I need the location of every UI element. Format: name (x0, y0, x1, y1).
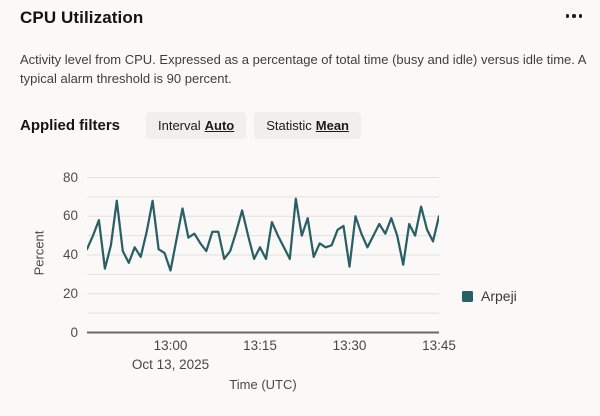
filter-chip-interval-value: Auto (204, 118, 235, 133)
filter-chip-interval[interactable]: Interval Auto (146, 112, 247, 139)
chart-title: CPU Utilization (20, 8, 144, 27)
legend-item-arpeji[interactable]: Arpeji (462, 288, 517, 304)
y-axis-title: Percent (31, 230, 47, 276)
y-axis-tick-label: 0 (70, 324, 78, 340)
legend-series-label: Arpeji (481, 288, 517, 304)
y-axis-tick-label: 40 (62, 247, 78, 262)
chart-description: Activity level from CPU. Expressed as a … (20, 52, 586, 87)
x-axis-tick-label: 13:30 (332, 338, 367, 353)
filter-chip-statistic[interactable]: Statistic Mean (254, 112, 361, 139)
x-axis-tick-label: 13:15 (243, 338, 277, 353)
y-axis-tick-label: 80 (62, 169, 78, 185)
legend-swatch-icon (462, 290, 473, 302)
filter-chip-interval-name: Interval (158, 118, 201, 133)
ellipsis-icon (565, 14, 583, 18)
filter-chip-statistic-value: Mean (315, 118, 349, 133)
overflow-menu-button[interactable] (561, 6, 587, 26)
filter-chips: Interval Auto Statistic Mean (146, 112, 361, 139)
x-axis-tick-label: 13:45 (422, 338, 456, 353)
x-axis-tick-label: 13:00 (153, 338, 188, 353)
filter-chip-statistic-name: Statistic (266, 118, 312, 133)
applied-filters-label: Applied filters (20, 117, 121, 134)
y-axis-tick-label: 20 (62, 285, 78, 301)
x-axis-title: Time (UTC) (229, 377, 297, 392)
x-axis-date-label: Oct 13, 2025 (131, 357, 210, 372)
y-axis-tick-label: 60 (62, 208, 78, 224)
line-chart-plot[interactable] (87, 175, 439, 335)
